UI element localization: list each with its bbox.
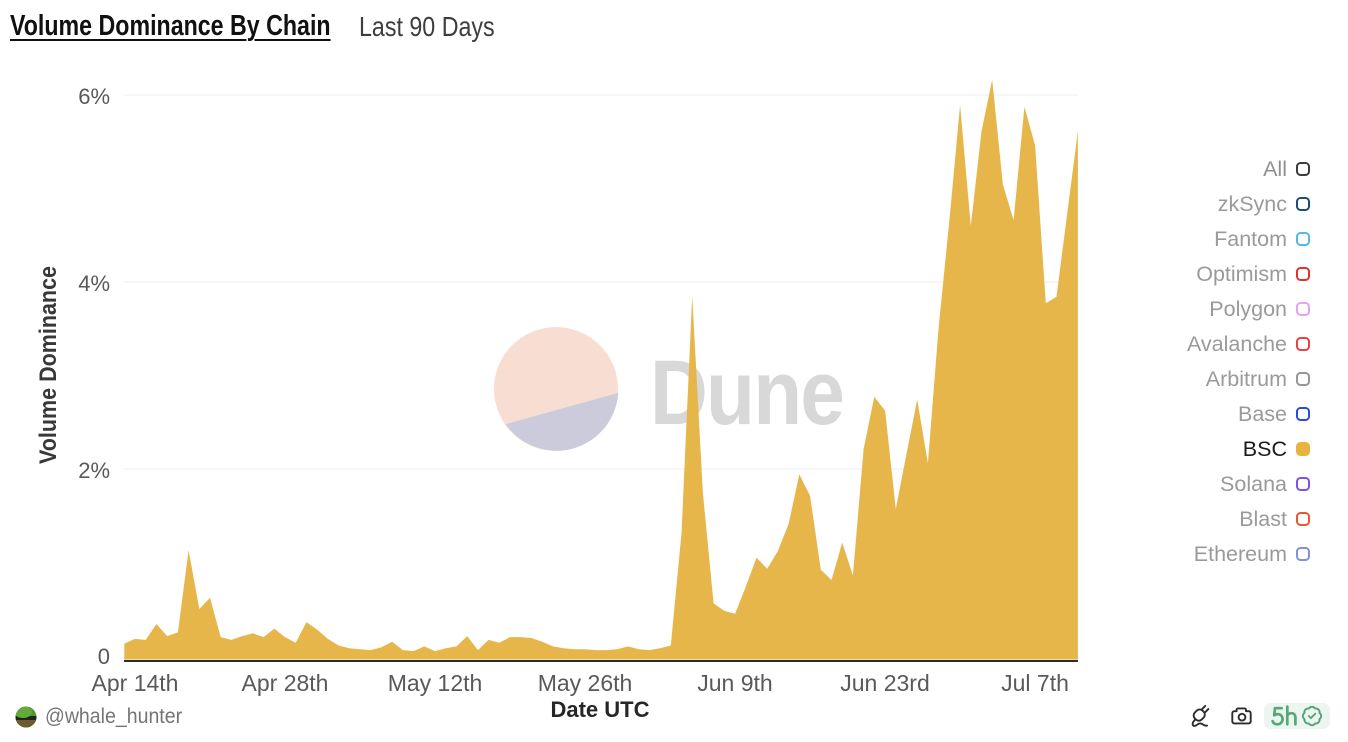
svg-text:Dune: Dune bbox=[650, 342, 843, 444]
svg-text:Volume Dominance: Volume Dominance bbox=[35, 266, 62, 464]
